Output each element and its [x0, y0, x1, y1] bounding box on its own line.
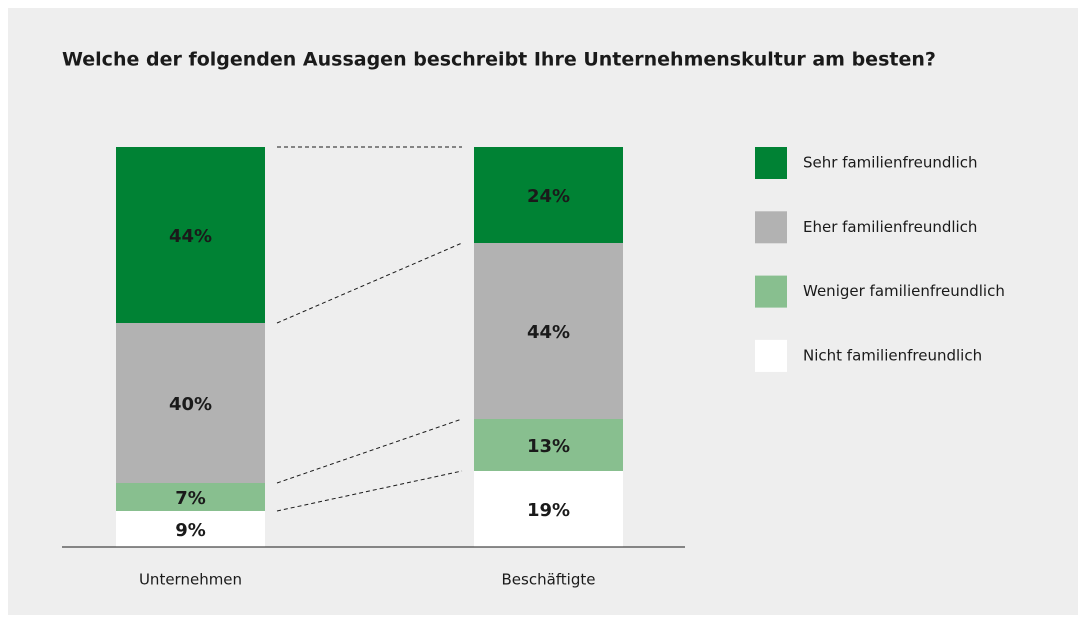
bar-segment [116, 483, 265, 511]
legend-label: Sehr familienfreundlich [803, 154, 978, 172]
value-label: 19% [527, 500, 570, 521]
legend-swatch [755, 339, 787, 372]
bar-segment [116, 323, 265, 483]
legend-swatch [755, 147, 787, 179]
legend-swatch [755, 211, 787, 244]
value-label: 44% [527, 322, 570, 343]
connector [276, 418, 463, 484]
value-label: 40% [169, 394, 212, 415]
legend-label: Weniger familienfreundlich [803, 282, 1005, 300]
value-label: 13% [527, 436, 570, 457]
value-label: 44% [169, 226, 212, 247]
legend-label: Eher familienfreundlich [803, 218, 977, 236]
value-label: 9% [175, 520, 206, 541]
bar-segment [474, 147, 623, 243]
value-label: 24% [527, 186, 570, 207]
x-tick-label: Unternehmen [139, 571, 242, 589]
legend-swatch [755, 275, 787, 308]
connector [276, 242, 463, 324]
value-label: 7% [175, 488, 206, 509]
bar-segment [116, 147, 265, 323]
bar-segment [474, 419, 623, 471]
bar-segment [474, 471, 623, 547]
chart-title: Welche der folgenden Aussagen beschreibt… [62, 49, 936, 71]
x-tick-label: Beschäftigte [502, 571, 596, 589]
connector [276, 470, 463, 512]
legend-label: Nicht familienfreundlich [803, 346, 982, 364]
bar-segment [474, 243, 623, 419]
bar-segment [116, 511, 265, 547]
